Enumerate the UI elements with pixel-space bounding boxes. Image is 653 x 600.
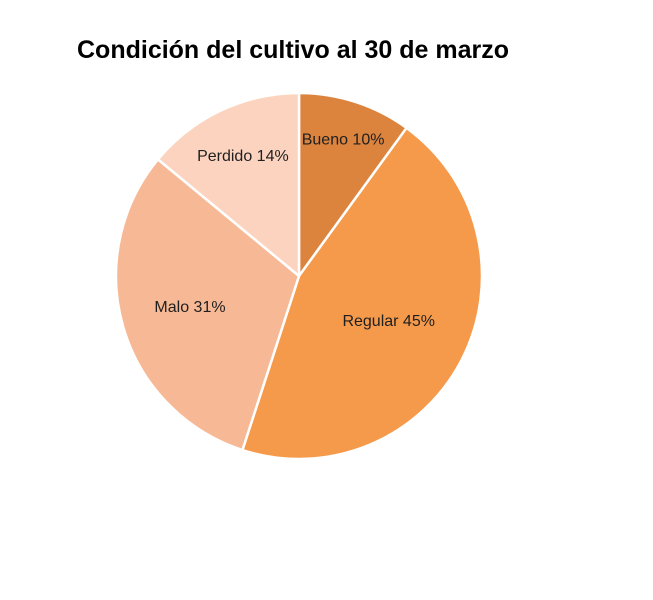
pie-slice-bueno xyxy=(297,91,408,278)
chart-title: Condición del cultivo al 30 de marzo xyxy=(77,36,510,64)
pie-slice-perdido xyxy=(156,91,301,278)
pie-slices xyxy=(114,91,484,461)
slice-label-perdido: Perdido 14% xyxy=(197,148,289,165)
slice-label-regular: Regular 45% xyxy=(342,313,435,330)
pie-labels: Bueno 10% Regular 45% Malo 31% Perdido 14% xyxy=(154,131,435,330)
slice-label-malo: Malo 31% xyxy=(154,299,225,316)
pie-slice-malo xyxy=(114,158,301,452)
pie-slice-regular xyxy=(241,126,484,461)
slice-label-bueno: Bueno 10% xyxy=(302,131,385,148)
